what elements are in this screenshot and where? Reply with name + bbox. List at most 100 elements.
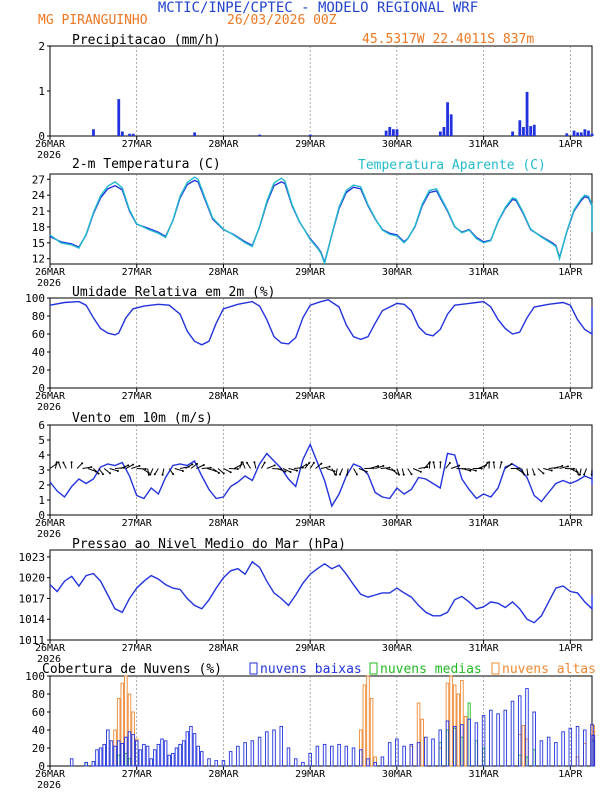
- wind-arrow-head: [97, 472, 100, 475]
- cloud-low-bar: [358, 749, 363, 767]
- cloud-low-bar: [153, 749, 157, 767]
- precip-bar: [522, 127, 525, 136]
- cloud-low-bar: [416, 742, 421, 767]
- wind-arrow-head: [500, 461, 503, 464]
- precip-bar: [131, 133, 135, 136]
- wind-arrow-head: [101, 473, 104, 476]
- cloud-low-bar: [503, 709, 508, 767]
- wind-arrow: [401, 468, 405, 475]
- wind-arrow-head: [419, 470, 422, 473]
- x-tick-label: 27MAR: [122, 518, 153, 529]
- cloud-low-bar: [315, 745, 320, 767]
- wind-arrow-head: [284, 470, 287, 473]
- cloud-high-bar: [456, 693, 461, 767]
- cloud-mid-bar: [117, 754, 121, 767]
- cloud-low-bar: [124, 736, 128, 767]
- wind-arrow: [450, 465, 460, 469]
- wind-arrow-head: [402, 473, 405, 476]
- cloud-high-bar: [420, 718, 424, 767]
- cloud-low-bar: [286, 747, 291, 767]
- wind-arrow: [76, 462, 83, 469]
- cloud-high-bar: [366, 675, 370, 767]
- wind-arrow: [353, 468, 358, 475]
- wind-arrow: [109, 468, 119, 472]
- wind-arrow-head: [388, 466, 391, 469]
- wind-arrow-head: [127, 464, 130, 467]
- precip-bar: [308, 134, 312, 136]
- cloud-low-bar: [174, 747, 179, 767]
- x-tick-label: 1APR: [558, 518, 583, 529]
- wind-arrow: [493, 462, 495, 469]
- wind-arrow: [239, 462, 243, 469]
- wind-arrow: [87, 468, 97, 472]
- wind-arrow-head: [153, 473, 156, 476]
- cloud-mid-bar: [474, 740, 478, 767]
- x-tick-label: 26MAR: [35, 518, 66, 529]
- wind-arrow: [196, 464, 205, 469]
- cloud-low-bar: [366, 758, 370, 767]
- precip-bar: [565, 133, 569, 136]
- x-tick-label: 31MAR: [469, 518, 500, 529]
- wind-arrow: [62, 462, 67, 469]
- cloud-low-bar: [102, 743, 106, 767]
- precip-bar: [532, 124, 536, 136]
- cloud-mid-bar: [518, 754, 522, 767]
- y-tick-label: 2: [38, 479, 45, 492]
- x-year-label: 2026: [37, 654, 61, 665]
- y-tick-label: 20: [32, 742, 45, 755]
- cloud-low-bar: [568, 727, 573, 767]
- wind-arrow: [579, 468, 582, 475]
- cloud-low-bar: [113, 745, 117, 767]
- cloud-legend-swatch: [249, 662, 258, 675]
- cloud-low-bar: [265, 731, 269, 767]
- wind-arrow-head: [426, 466, 429, 469]
- wind-arrow-head: [229, 471, 232, 474]
- wind-arrow-head: [90, 466, 93, 469]
- rh-title: Umidade Relativa em 2m (%): [72, 285, 276, 300]
- cloud-low-bar: [373, 761, 377, 767]
- cloud-low-bar: [84, 761, 88, 767]
- cloud-low-bar: [467, 718, 471, 767]
- wind-arrow-head: [583, 473, 586, 476]
- y-tick-label: 100: [25, 670, 45, 683]
- x-tick-label: 1APR: [558, 267, 583, 278]
- cloud-mid-bar: [124, 752, 128, 767]
- wind-arrow: [375, 465, 384, 469]
- cloud-low-bar: [351, 747, 356, 767]
- precip-bar: [395, 129, 399, 136]
- cloud-mid-bar: [525, 756, 529, 767]
- y-tick-label: 4: [38, 449, 45, 462]
- x-tick-label: 27MAR: [122, 391, 153, 402]
- precip-bar: [529, 126, 533, 136]
- wind-arrow: [207, 468, 216, 472]
- wind-arrow: [223, 468, 231, 473]
- x-tick-label: 31MAR: [469, 769, 500, 780]
- wind-title: Vento em 10m (m/s): [72, 411, 213, 426]
- wind-arrow-head: [222, 472, 225, 475]
- wind-arrow-head: [572, 467, 575, 470]
- x-tick-label: 26MAR: [35, 139, 66, 150]
- wind-arrow-head: [578, 473, 581, 476]
- y-tick-label: 1011: [19, 634, 46, 647]
- x-tick-label: 30MAR: [382, 518, 413, 529]
- wind-arrow: [433, 462, 436, 469]
- x-tick-label: 29MAR: [295, 518, 326, 529]
- x-tick-label: 26MAR: [35, 391, 66, 402]
- wind-arrow: [391, 468, 398, 474]
- cloud-legend-label: nuvens medias: [380, 662, 482, 677]
- x-tick-label: 31MAR: [469, 643, 500, 654]
- wind-arrow-head: [62, 461, 65, 464]
- wind-arrow-head: [196, 462, 199, 465]
- wind-arrow: [185, 463, 193, 469]
- wind-arrow-head: [533, 473, 536, 476]
- x-tick-label: 30MAR: [382, 267, 413, 278]
- cloud-low-bar: [546, 736, 551, 767]
- cloud-low-bar: [95, 749, 99, 767]
- wind-arrow-head: [432, 461, 435, 464]
- y-tick-label: 60: [32, 328, 45, 341]
- wind-arrow: [526, 468, 529, 475]
- wind-arrow-head: [181, 469, 184, 472]
- x-tick-label: 28MAR: [208, 139, 239, 150]
- wind-arrow: [190, 463, 198, 469]
- cloud-legend-label: nuvens altas: [502, 662, 596, 677]
